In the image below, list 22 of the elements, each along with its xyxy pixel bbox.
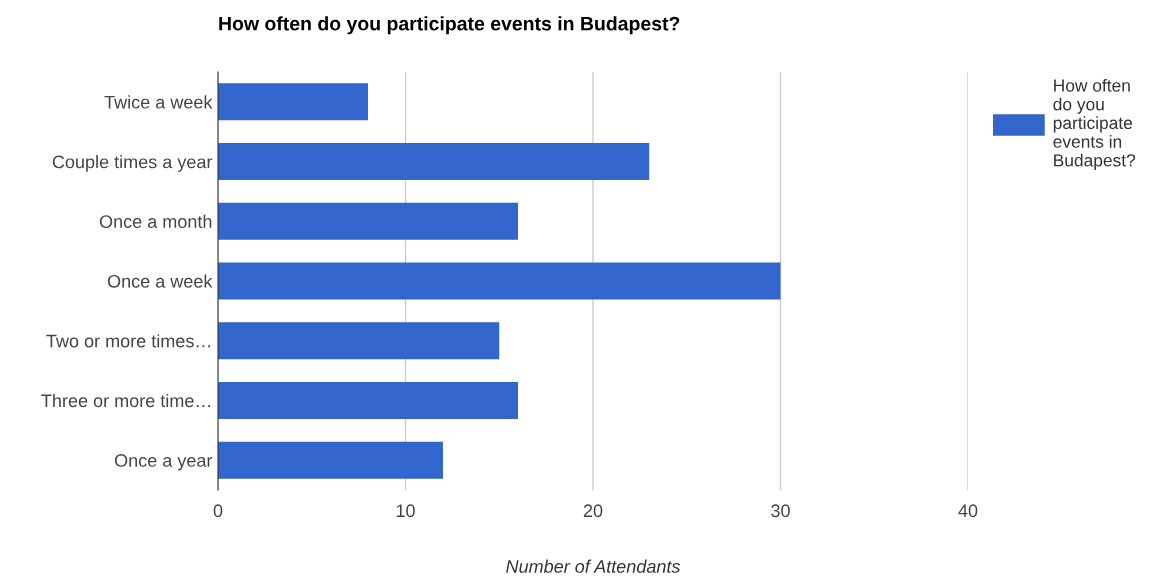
y-tick-label: Couple times a year [52,155,213,172]
y-tick-label: Two or more times… [46,334,210,348]
x-tick-label: 0 [213,504,223,518]
y-tick-label: Once a month [99,214,212,229]
x-tick-label: 20 [583,504,603,518]
x-tick-label: 40 [958,504,978,518]
y-tick-label: Once a week [107,274,213,288]
x-tick-label: 30 [771,504,790,518]
y-tick-label: Three or more time… [41,393,211,408]
y-tick-label: Once a year [114,454,213,471]
bar [218,262,781,300]
x-axis-title: Number of Attendants [506,559,681,573]
chart-title: How often do you participate events in Budapest? [219,16,680,35]
bar [218,202,518,240]
bar [218,381,518,419]
bar [218,441,443,479]
legend-label: How often do you participate events in Budapest? [1053,78,1136,170]
bar [218,83,368,121]
x-tick-label: 10 [396,504,415,518]
y-tick-label: Twice a week [104,95,213,109]
bar [218,322,500,360]
bar [218,143,650,181]
